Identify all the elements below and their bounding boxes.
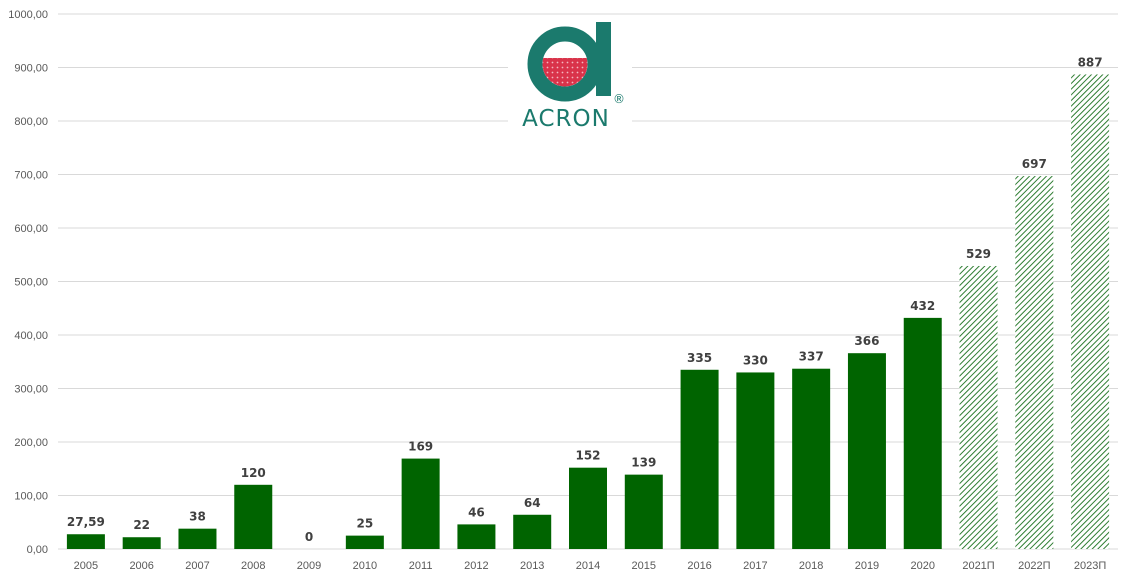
data-label: 139 (631, 456, 656, 470)
data-label: 120 (241, 466, 266, 480)
data-label: 697 (1022, 157, 1047, 171)
y-axis: 0,00 100,00 200,00 300,00 400,00 500,00 600,00… (8, 9, 48, 556)
y-tick-label: 0,00 (27, 544, 48, 556)
x-tick-label: 2017 (743, 560, 767, 572)
data-label: 38 (189, 510, 206, 524)
bar (122, 537, 161, 549)
x-tick-label: 2012 (464, 560, 488, 572)
x-tick-label: 2006 (129, 560, 153, 572)
data-label: 337 (799, 350, 824, 364)
bar (736, 372, 775, 549)
x-tick-label: 2015 (632, 560, 656, 572)
bar (624, 474, 663, 549)
bar (66, 534, 105, 549)
data-label: 152 (575, 449, 600, 463)
data-label: 529 (966, 247, 991, 261)
x-tick-label: 2014 (576, 560, 600, 572)
y-tick-label: 200,00 (14, 437, 48, 449)
bar (401, 458, 440, 549)
registered-mark: ® (613, 92, 625, 106)
x-tick-label: 2016 (687, 560, 711, 572)
bar (345, 535, 384, 549)
bar-forecast (1071, 74, 1110, 549)
y-tick-label: 700,00 (14, 170, 48, 182)
y-tick-label: 1000,00 (8, 9, 48, 21)
y-tick-label: 800,00 (14, 116, 48, 128)
x-tick-label: 2010 (353, 560, 377, 572)
data-label: 46 (468, 505, 485, 519)
bar (903, 317, 942, 549)
x-tick-label: 2013 (520, 560, 544, 572)
x-tick-label: 2005 (74, 560, 98, 572)
data-label: 169 (408, 440, 433, 454)
y-tick-label: 300,00 (14, 384, 48, 396)
y-tick-label: 400,00 (14, 330, 48, 342)
data-label: 64 (524, 496, 541, 510)
data-labels: 27,59 22 38 120 0 25 169 46 64 152 139 335 330 337 366… (67, 55, 1103, 544)
bars (66, 74, 1110, 550)
x-tick-label: 2011 (409, 560, 433, 572)
data-label: 22 (133, 518, 150, 532)
x-tick-label: 2022П (1018, 560, 1050, 572)
data-label: 335 (687, 351, 712, 365)
y-tick-label: 100,00 (14, 491, 48, 503)
y-tick-label: 500,00 (14, 277, 48, 289)
data-label: 432 (910, 299, 935, 313)
bar-forecast (959, 265, 998, 549)
data-label: 366 (854, 334, 879, 348)
data-label: 25 (356, 517, 373, 531)
data-label: 330 (743, 353, 768, 367)
data-label: 27,59 (67, 515, 105, 529)
bar (680, 369, 719, 549)
bar-forecast (1015, 176, 1054, 550)
x-tick-label: 2019 (855, 560, 879, 572)
bar (792, 368, 831, 549)
bar (569, 467, 607, 549)
data-label: 0 (305, 530, 313, 544)
x-axis: 2005 2006 2007 2008 2009 2010 2011 2012 2013 2014… (74, 560, 1107, 572)
x-tick-label: 2020 (910, 560, 934, 572)
data-label: 887 (1078, 55, 1103, 69)
x-tick-label: 2023П (1074, 560, 1106, 572)
x-tick-label: 2007 (185, 560, 209, 572)
bar (513, 514, 552, 549)
bar (178, 528, 217, 549)
acron-logo: ACRON ® (508, 15, 632, 133)
bar (847, 353, 886, 549)
x-tick-label: 2018 (799, 560, 823, 572)
bar (457, 524, 496, 549)
y-tick-label: 600,00 (14, 223, 48, 235)
bar (234, 484, 273, 549)
x-tick-label: 2008 (241, 560, 265, 572)
logo-wordmark: ACRON (522, 106, 610, 132)
x-tick-label: 2021П (962, 560, 994, 572)
x-tick-label: 2009 (297, 560, 321, 572)
y-tick-label: 900,00 (14, 63, 48, 75)
